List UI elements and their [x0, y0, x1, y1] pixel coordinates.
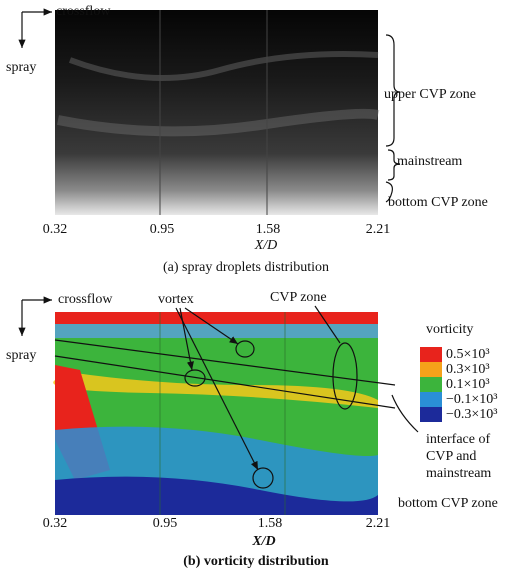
- brace: [387, 149, 401, 181]
- vortex-circle: [252, 467, 274, 489]
- cvp-zone-label: CVP zone: [270, 290, 327, 305]
- x-axis-label: X/D: [254, 238, 278, 253]
- bottom-zone-label: bottom CVP zone: [398, 496, 498, 511]
- caption: (b) vorticity distribution: [183, 554, 329, 569]
- spray-label: spray: [6, 60, 36, 75]
- interface-line: [54, 355, 396, 409]
- legend-swatch: [420, 407, 442, 422]
- legend-label: 0.1×10³: [446, 377, 490, 392]
- legend-swatch: [420, 362, 442, 377]
- interface-label: interface of: [426, 432, 490, 447]
- zone-label: mainstream: [397, 154, 462, 169]
- x-axis-label: X/D: [251, 534, 275, 549]
- interface-label: mainstream: [426, 466, 491, 481]
- pointer: [184, 307, 239, 345]
- caption: (a) spray droplets distribution: [163, 260, 329, 275]
- x-tick-label: 2.21: [366, 516, 391, 531]
- crossflow-label: crossflow: [58, 292, 113, 307]
- vorticity-band: [55, 324, 378, 338]
- x-tick-label: 1.58: [258, 516, 283, 531]
- legend-title: vorticity: [426, 322, 473, 337]
- panel-a: crossflow spray upper CVP zone mainstrea…: [6, 4, 488, 275]
- brace: [385, 34, 401, 147]
- legend-swatch: [420, 347, 442, 362]
- x-tick-label: 0.32: [43, 222, 68, 237]
- x-tick-label: 0.95: [153, 516, 178, 531]
- zone-label: upper CVP zone: [384, 87, 476, 102]
- droplet-texture: [68, 51, 379, 81]
- droplet-image: [55, 10, 378, 215]
- vorticity-band: [55, 312, 378, 324]
- legend-label: 0.3×10³: [446, 362, 490, 377]
- x-tick-label: 1.58: [256, 222, 281, 237]
- vorticity-band: [53, 370, 378, 408]
- legend-label: 0.5×10³: [446, 347, 490, 362]
- spray-label: spray: [6, 348, 36, 363]
- vortex-label: vortex: [158, 292, 194, 307]
- zone-label: bottom CVP zone: [388, 195, 488, 210]
- legend-swatch: [420, 392, 442, 407]
- interface-label: CVP and: [426, 449, 476, 464]
- legend-label: −0.3×10³: [446, 407, 498, 422]
- crossflow-label: crossflow: [56, 4, 111, 19]
- vortex-circle: [235, 340, 255, 358]
- interface-line: [54, 339, 396, 386]
- legend-label: −0.1×10³: [446, 392, 498, 407]
- legend-swatch: [420, 377, 442, 392]
- pointer: [391, 394, 419, 433]
- pointer: [179, 307, 194, 371]
- x-tick-label: 2.21: [366, 222, 391, 237]
- brace: [385, 181, 393, 203]
- cvp-ellipse: [332, 342, 358, 410]
- panel-b: crossflow spray vortex CVP zone vorticit…: [6, 290, 498, 569]
- pointer: [314, 305, 341, 344]
- vorticity-region: [55, 476, 378, 515]
- pointer: [175, 307, 259, 471]
- x-tick-label: 0.32: [43, 516, 68, 531]
- x-tick-label: 0.95: [150, 222, 175, 237]
- vortex-circle: [184, 369, 206, 387]
- droplet-texture: [57, 108, 380, 137]
